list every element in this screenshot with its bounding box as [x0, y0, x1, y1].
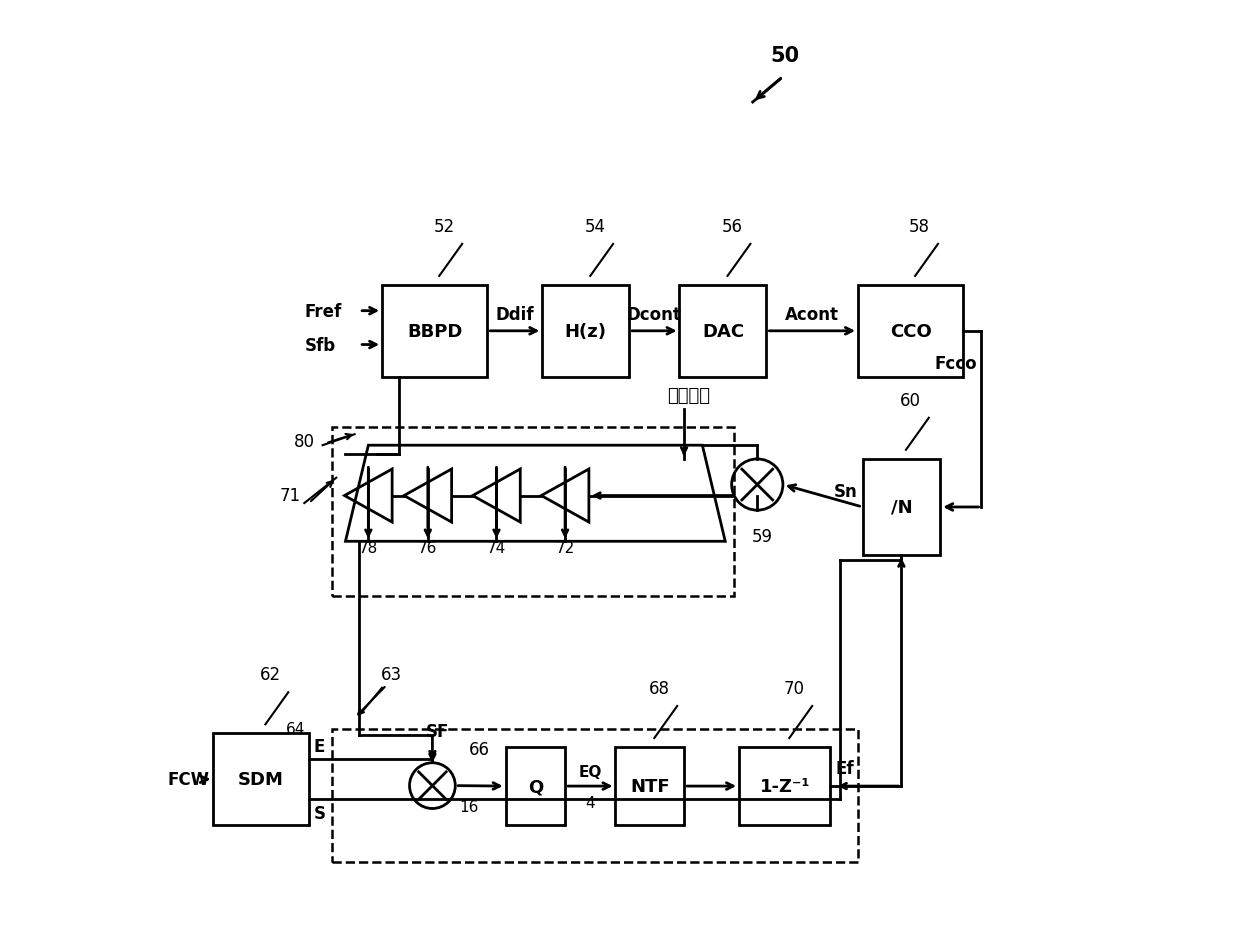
- Text: 62: 62: [259, 665, 280, 683]
- Text: S: S: [314, 804, 325, 822]
- Text: 76: 76: [418, 541, 438, 556]
- Bar: [739, 747, 831, 825]
- Text: Acont: Acont: [785, 306, 839, 324]
- Bar: [858, 286, 963, 377]
- Text: Ef: Ef: [835, 759, 853, 777]
- Bar: [542, 286, 629, 377]
- Text: 59: 59: [751, 527, 773, 545]
- Bar: [332, 729, 858, 861]
- Bar: [680, 286, 766, 377]
- Text: 72: 72: [556, 541, 574, 556]
- Text: 52: 52: [433, 217, 454, 236]
- Text: BBPD: BBPD: [407, 322, 463, 341]
- Text: 恒定延迟: 恒定延迟: [667, 387, 711, 405]
- Text: FCW: FCW: [167, 770, 210, 789]
- Text: 16: 16: [459, 800, 479, 815]
- Text: 74: 74: [487, 541, 506, 556]
- Text: DAC: DAC: [702, 322, 744, 341]
- Text: 63: 63: [381, 665, 402, 683]
- Text: 71: 71: [280, 486, 301, 504]
- Text: 54: 54: [584, 217, 605, 236]
- Text: Q: Q: [528, 778, 543, 795]
- Text: 66: 66: [469, 741, 490, 758]
- Text: CCO: CCO: [889, 322, 931, 341]
- Text: 64: 64: [286, 721, 305, 737]
- Text: 50: 50: [770, 46, 800, 67]
- Text: SF: SF: [425, 722, 449, 740]
- Text: 58: 58: [909, 217, 930, 236]
- Text: Sn: Sn: [835, 483, 858, 500]
- Text: 56: 56: [722, 217, 743, 236]
- Text: H(z): H(z): [564, 322, 606, 341]
- Text: NTF: NTF: [630, 778, 670, 795]
- Text: Dcont: Dcont: [627, 306, 682, 324]
- Text: Fref: Fref: [304, 303, 341, 320]
- Text: 4: 4: [585, 795, 595, 810]
- Bar: [506, 747, 565, 825]
- Text: Fcco: Fcco: [934, 354, 977, 372]
- Text: SDM: SDM: [238, 770, 284, 789]
- Text: 70: 70: [784, 679, 805, 697]
- Text: Ddif: Ddif: [496, 306, 534, 324]
- Text: 68: 68: [649, 679, 670, 697]
- Text: Sfb: Sfb: [304, 336, 335, 354]
- Text: 1-Z⁻¹: 1-Z⁻¹: [760, 778, 810, 795]
- Text: E: E: [314, 737, 325, 754]
- Text: EQ: EQ: [579, 764, 601, 779]
- Text: 80: 80: [294, 432, 315, 450]
- Bar: [332, 428, 734, 597]
- Text: /N: /N: [890, 498, 913, 516]
- Text: 78: 78: [358, 541, 378, 556]
- Bar: [382, 286, 487, 377]
- Bar: [213, 734, 309, 825]
- Bar: [863, 459, 940, 556]
- Text: 60: 60: [900, 392, 921, 409]
- Bar: [615, 747, 684, 825]
